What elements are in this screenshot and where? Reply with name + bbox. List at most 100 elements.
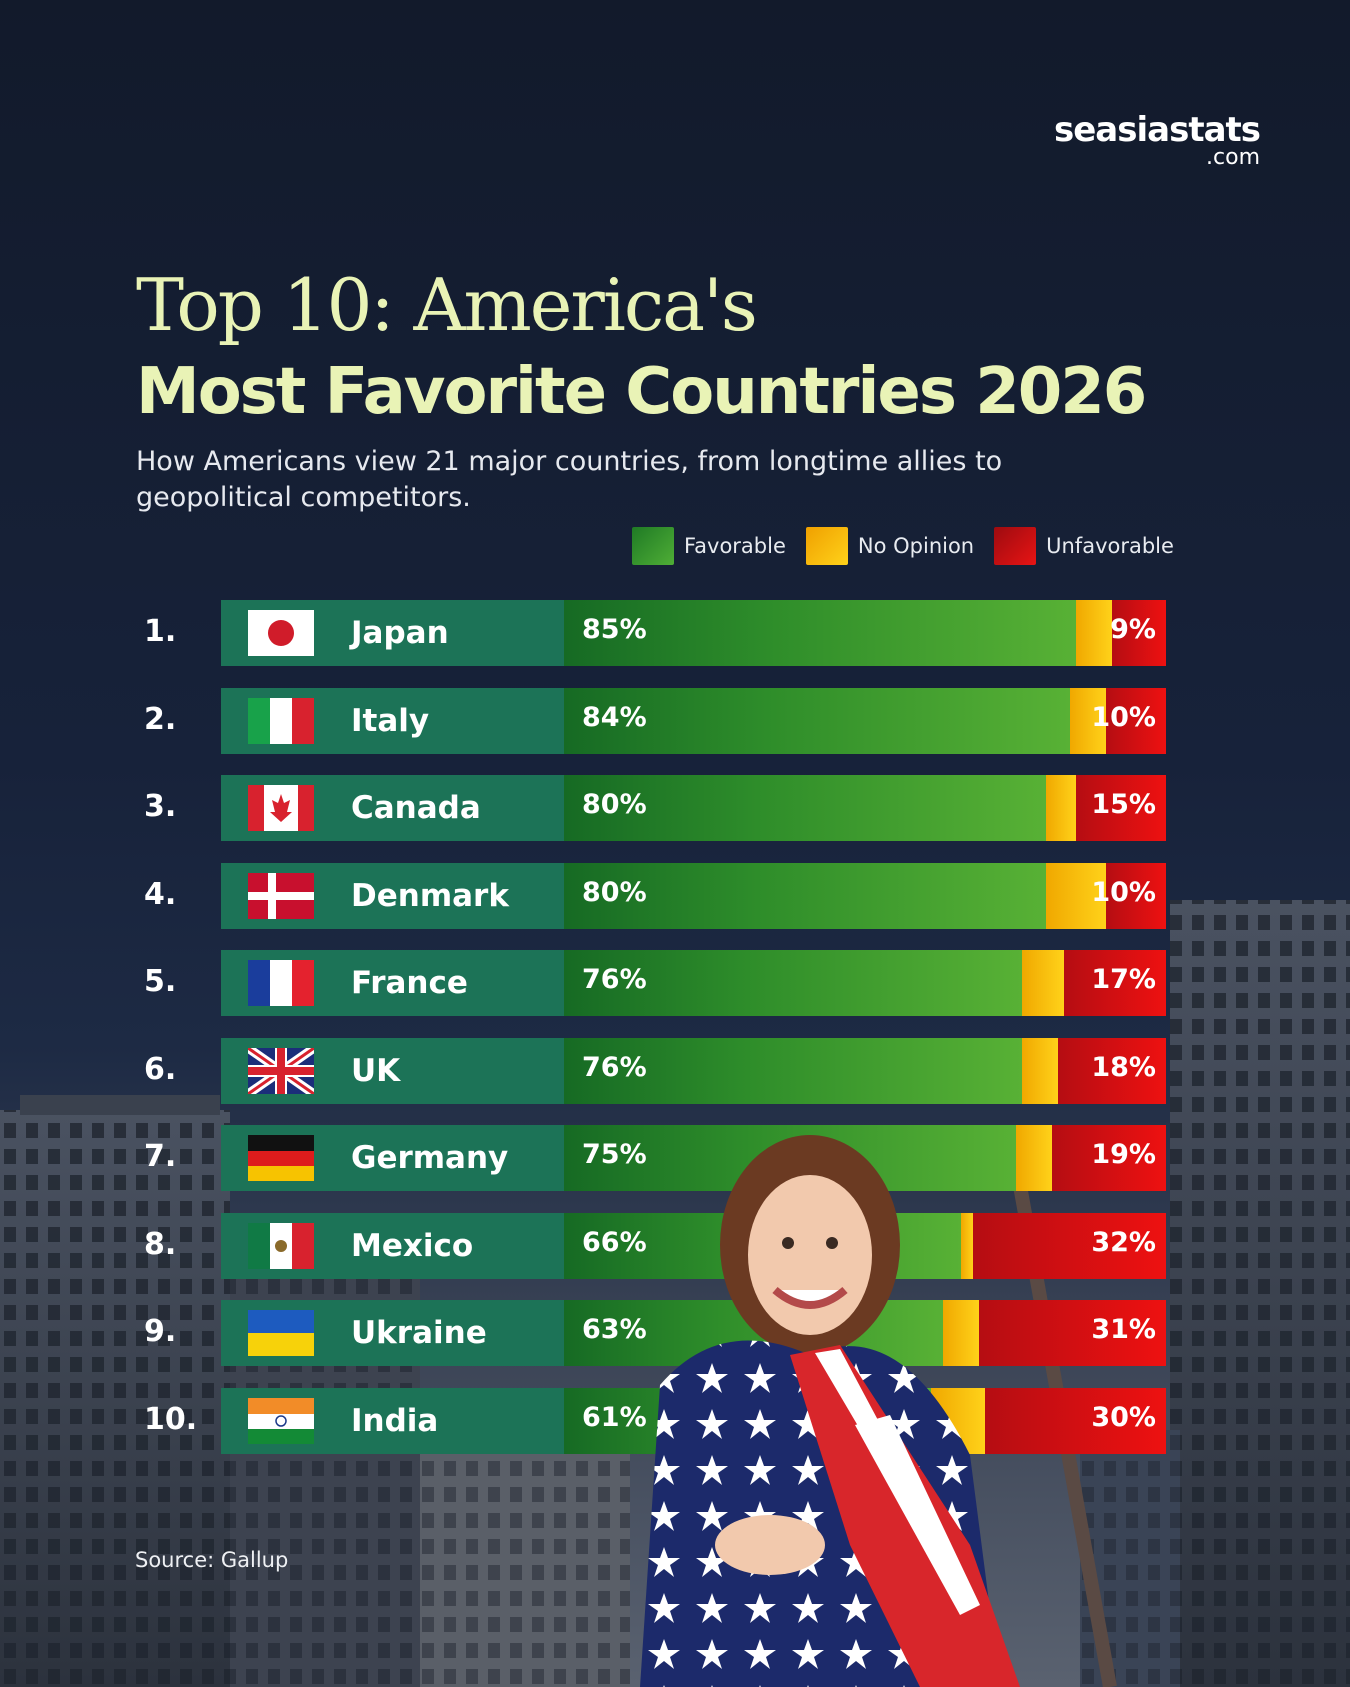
- chart-row-uk: 6. UK 76% 18%: [0, 1037, 1350, 1104]
- unfavorable-data-label: 10%: [1091, 701, 1156, 733]
- favorable-data-label: 80%: [582, 876, 647, 908]
- bar-unfavorable: 19%: [1051, 1125, 1166, 1191]
- unfavorable-data-label: 19%: [1091, 1139, 1156, 1170]
- favorable-data-label: 85%: [582, 614, 647, 645]
- bar-favorable: 85%: [564, 600, 1076, 666]
- source-note: Source: Gallup: [135, 1548, 289, 1572]
- country-cell: Japan: [221, 600, 564, 666]
- bar-favorable: 80%: [564, 862, 1046, 929]
- bar-favorable: 76%: [564, 950, 1022, 1016]
- unfavorable-data-label: 31%: [1091, 1314, 1156, 1345]
- bar-unfavorable: 18%: [1057, 1037, 1166, 1104]
- favorable-data-label: 80%: [582, 789, 647, 820]
- bar-no-opinion: [1075, 600, 1112, 666]
- unfavorable-data-label: 9%: [1110, 614, 1156, 645]
- bar-unfavorable: 32%: [973, 1212, 1166, 1279]
- bar-unfavorable: 10%: [1091, 687, 1166, 754]
- rank-label: 1.: [144, 614, 177, 649]
- bar-unfavorable: 31%: [979, 1300, 1166, 1366]
- bar-no-opinion: [1015, 1125, 1052, 1191]
- stacked-bar: 75% 19%: [564, 1125, 1166, 1191]
- rank-label: 3.: [144, 789, 177, 824]
- country-name: UK: [351, 1052, 401, 1089]
- unfavorable-data-label: 30%: [1091, 1401, 1156, 1433]
- stacked-bar: 80% 15%: [564, 775, 1166, 841]
- stacked-bar: 80% 10%: [564, 862, 1166, 929]
- country-name: Ukraine: [351, 1315, 487, 1351]
- bar-favorable: 84%: [564, 687, 1070, 754]
- country-name: Denmark: [351, 877, 509, 914]
- unfavorable-data-label: 32%: [1091, 1226, 1156, 1258]
- favorable-data-label: 66%: [582, 1226, 647, 1258]
- stacked-bar: 76% 17%: [564, 950, 1166, 1016]
- country-cell: France: [221, 950, 564, 1016]
- page-title-line1: Top 10: America's: [136, 263, 758, 347]
- france-flag: [248, 960, 314, 1006]
- bar-unfavorable: 17%: [1063, 950, 1166, 1016]
- italy-flag: [248, 697, 314, 744]
- bar-unfavorable: 10%: [1091, 862, 1166, 929]
- unfavorable-data-label: 18%: [1091, 1051, 1156, 1083]
- country-name: Mexico: [351, 1227, 474, 1264]
- rank-label: 10.: [144, 1401, 198, 1437]
- bar-unfavorable: 15%: [1075, 775, 1166, 841]
- country-cell: Denmark: [221, 862, 564, 929]
- rank-label: 7.: [144, 1139, 177, 1174]
- woman-with-us-flag-illustration: [640, 1135, 1020, 1687]
- uk-flag: [248, 1047, 314, 1094]
- country-name: Germany: [351, 1140, 509, 1176]
- country-name: France: [351, 965, 468, 1001]
- favorable-data-label: 84%: [582, 701, 647, 733]
- rank-label: 5.: [144, 964, 177, 999]
- unfavorable-data-label: 17%: [1091, 964, 1156, 995]
- country-name: Japan: [351, 615, 449, 651]
- favorable-data-label: 61%: [582, 1401, 647, 1433]
- country-cell: UK: [221, 1037, 564, 1104]
- bar-no-opinion: [1045, 862, 1106, 929]
- japan-flag: [248, 610, 314, 656]
- bar-no-opinion: [1021, 1037, 1058, 1104]
- india-flag: [248, 1397, 314, 1444]
- rank-label: 6.: [144, 1051, 177, 1087]
- stacked-bar: 84% 10%: [564, 687, 1166, 754]
- country-name: Italy: [351, 702, 430, 739]
- stacked-bar: 85% 9%: [564, 600, 1166, 666]
- country-cell: Germany: [221, 1125, 564, 1191]
- legend-swatch-no-opinion: [805, 527, 848, 565]
- rank-label: 4.: [144, 876, 177, 912]
- mexico-flag: [248, 1222, 314, 1269]
- chart-row-denmark: 4. Denmark 80% 10%: [0, 862, 1350, 929]
- stacked-bar: 76% 18%: [564, 1037, 1166, 1104]
- chart-row-germany: 7. Germany 75% 19%: [0, 1125, 1350, 1191]
- bar-unfavorable: 30%: [985, 1387, 1166, 1454]
- legend-swatch-unfavorable: [994, 527, 1037, 565]
- ukraine-flag: [248, 1310, 314, 1356]
- bar-no-opinion: [1069, 687, 1106, 754]
- canada-flag: [248, 785, 314, 831]
- bar-unfavorable: 9%: [1110, 600, 1166, 666]
- legend-item-favorable: Favorable: [632, 527, 786, 565]
- legend-item-unfavorable: Unfavorable: [994, 527, 1174, 565]
- favorable-data-label: 76%: [582, 964, 647, 995]
- favorable-data-label: 76%: [582, 1051, 647, 1083]
- favorable-data-label: 75%: [582, 1139, 647, 1170]
- legend-label-no-opinion: No Opinion: [857, 534, 975, 558]
- legend-swatch-favorable: [632, 527, 674, 565]
- country-name: India: [351, 1402, 439, 1439]
- country-cell: Canada: [221, 775, 564, 841]
- chart-row-japan: 1. Japan 85% 9%: [0, 600, 1350, 666]
- bar-no-opinion: [943, 1300, 980, 1366]
- bar-no-opinion: [961, 1212, 974, 1279]
- bar-no-opinion: [1045, 775, 1076, 841]
- brand-name: seasiastats: [1054, 110, 1261, 150]
- country-cell: Mexico: [221, 1212, 564, 1279]
- rank-label: 8.: [144, 1226, 177, 1262]
- bar-favorable: 76%: [564, 1037, 1022, 1104]
- unfavorable-data-label: 15%: [1091, 789, 1156, 820]
- favorable-data-label: 63%: [582, 1314, 647, 1345]
- bar-no-opinion: [1021, 950, 1064, 1016]
- page-title-line2: Most Favorite Countries 2026: [136, 355, 1147, 429]
- page-subtitle: How Americans view 21 major countries, f…: [136, 446, 1003, 513]
- chart-row-italy: 2. Italy 84% 10%: [0, 687, 1350, 754]
